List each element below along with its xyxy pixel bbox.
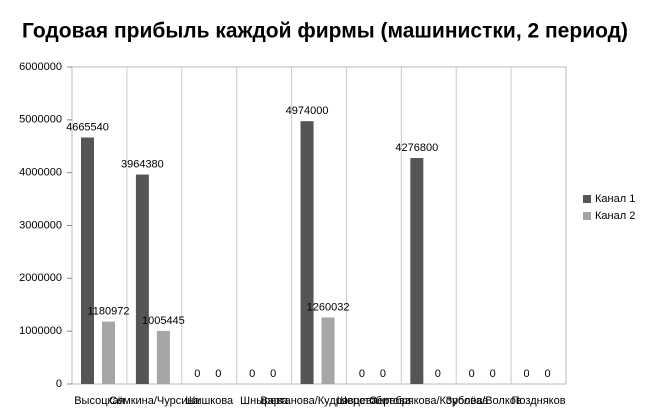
value-label: 0 bbox=[380, 368, 386, 380]
value-label: 0 bbox=[490, 368, 496, 380]
bar bbox=[135, 174, 149, 384]
y-tick-label: 2000000 bbox=[19, 272, 62, 284]
value-label: 0 bbox=[215, 368, 221, 380]
x-tick-label: Поздняков bbox=[512, 395, 566, 407]
x-tick-label: Шишкова bbox=[185, 395, 234, 407]
bar bbox=[410, 158, 424, 384]
bar bbox=[102, 321, 115, 384]
chart-title: Годовая прибыль каждой фирмы (машинистки… bbox=[22, 20, 628, 43]
value-label: 0 bbox=[469, 368, 475, 380]
y-tick-label: 1000000 bbox=[19, 325, 62, 337]
value-label: 0 bbox=[524, 368, 530, 380]
value-label: 1180972 bbox=[87, 306, 129, 318]
value-label: 1260032 bbox=[307, 301, 350, 313]
y-tick-label: 3000000 bbox=[19, 219, 62, 231]
x-tick-label: Шерстобитова bbox=[337, 395, 412, 407]
y-tick-label: 0 bbox=[56, 378, 62, 390]
x-tick-label: Серебрякова/Королёва bbox=[369, 395, 489, 407]
value-label: 4276800 bbox=[395, 142, 438, 154]
value-label: 0 bbox=[194, 368, 200, 380]
y-tick-label: 6000000 bbox=[19, 61, 62, 73]
value-label: 0 bbox=[545, 368, 551, 380]
value-label: 1005445 bbox=[142, 315, 185, 327]
bar bbox=[156, 330, 170, 384]
bar bbox=[321, 317, 335, 384]
bar bbox=[300, 121, 314, 384]
x-tick-label: Зубова/Волков bbox=[446, 395, 522, 407]
value-label: 0 bbox=[435, 368, 441, 380]
value-label: 0 bbox=[249, 368, 255, 380]
bar bbox=[81, 137, 94, 384]
value-label: 4665540 bbox=[66, 121, 109, 133]
value-label: 4974000 bbox=[286, 105, 329, 117]
legend-label: Канал 2 bbox=[595, 210, 635, 222]
value-label: 0 bbox=[359, 368, 365, 380]
value-label: 0 bbox=[270, 368, 276, 380]
x-tick-label: Вартанова/Кудрявцева bbox=[260, 395, 378, 407]
value-label: 3964380 bbox=[121, 158, 164, 170]
y-tick-label: 4000000 bbox=[19, 167, 62, 179]
x-tick-label: Высоцкая bbox=[74, 395, 124, 407]
x-tick-label: Шнырева bbox=[240, 395, 289, 407]
legend-swatch bbox=[583, 195, 591, 203]
y-tick-label: 5000000 bbox=[19, 114, 62, 126]
x-tick-label: Сёмкина/Чурсина bbox=[109, 395, 200, 407]
legend-label: Канал 1 bbox=[595, 193, 635, 205]
legend-swatch bbox=[583, 212, 591, 220]
